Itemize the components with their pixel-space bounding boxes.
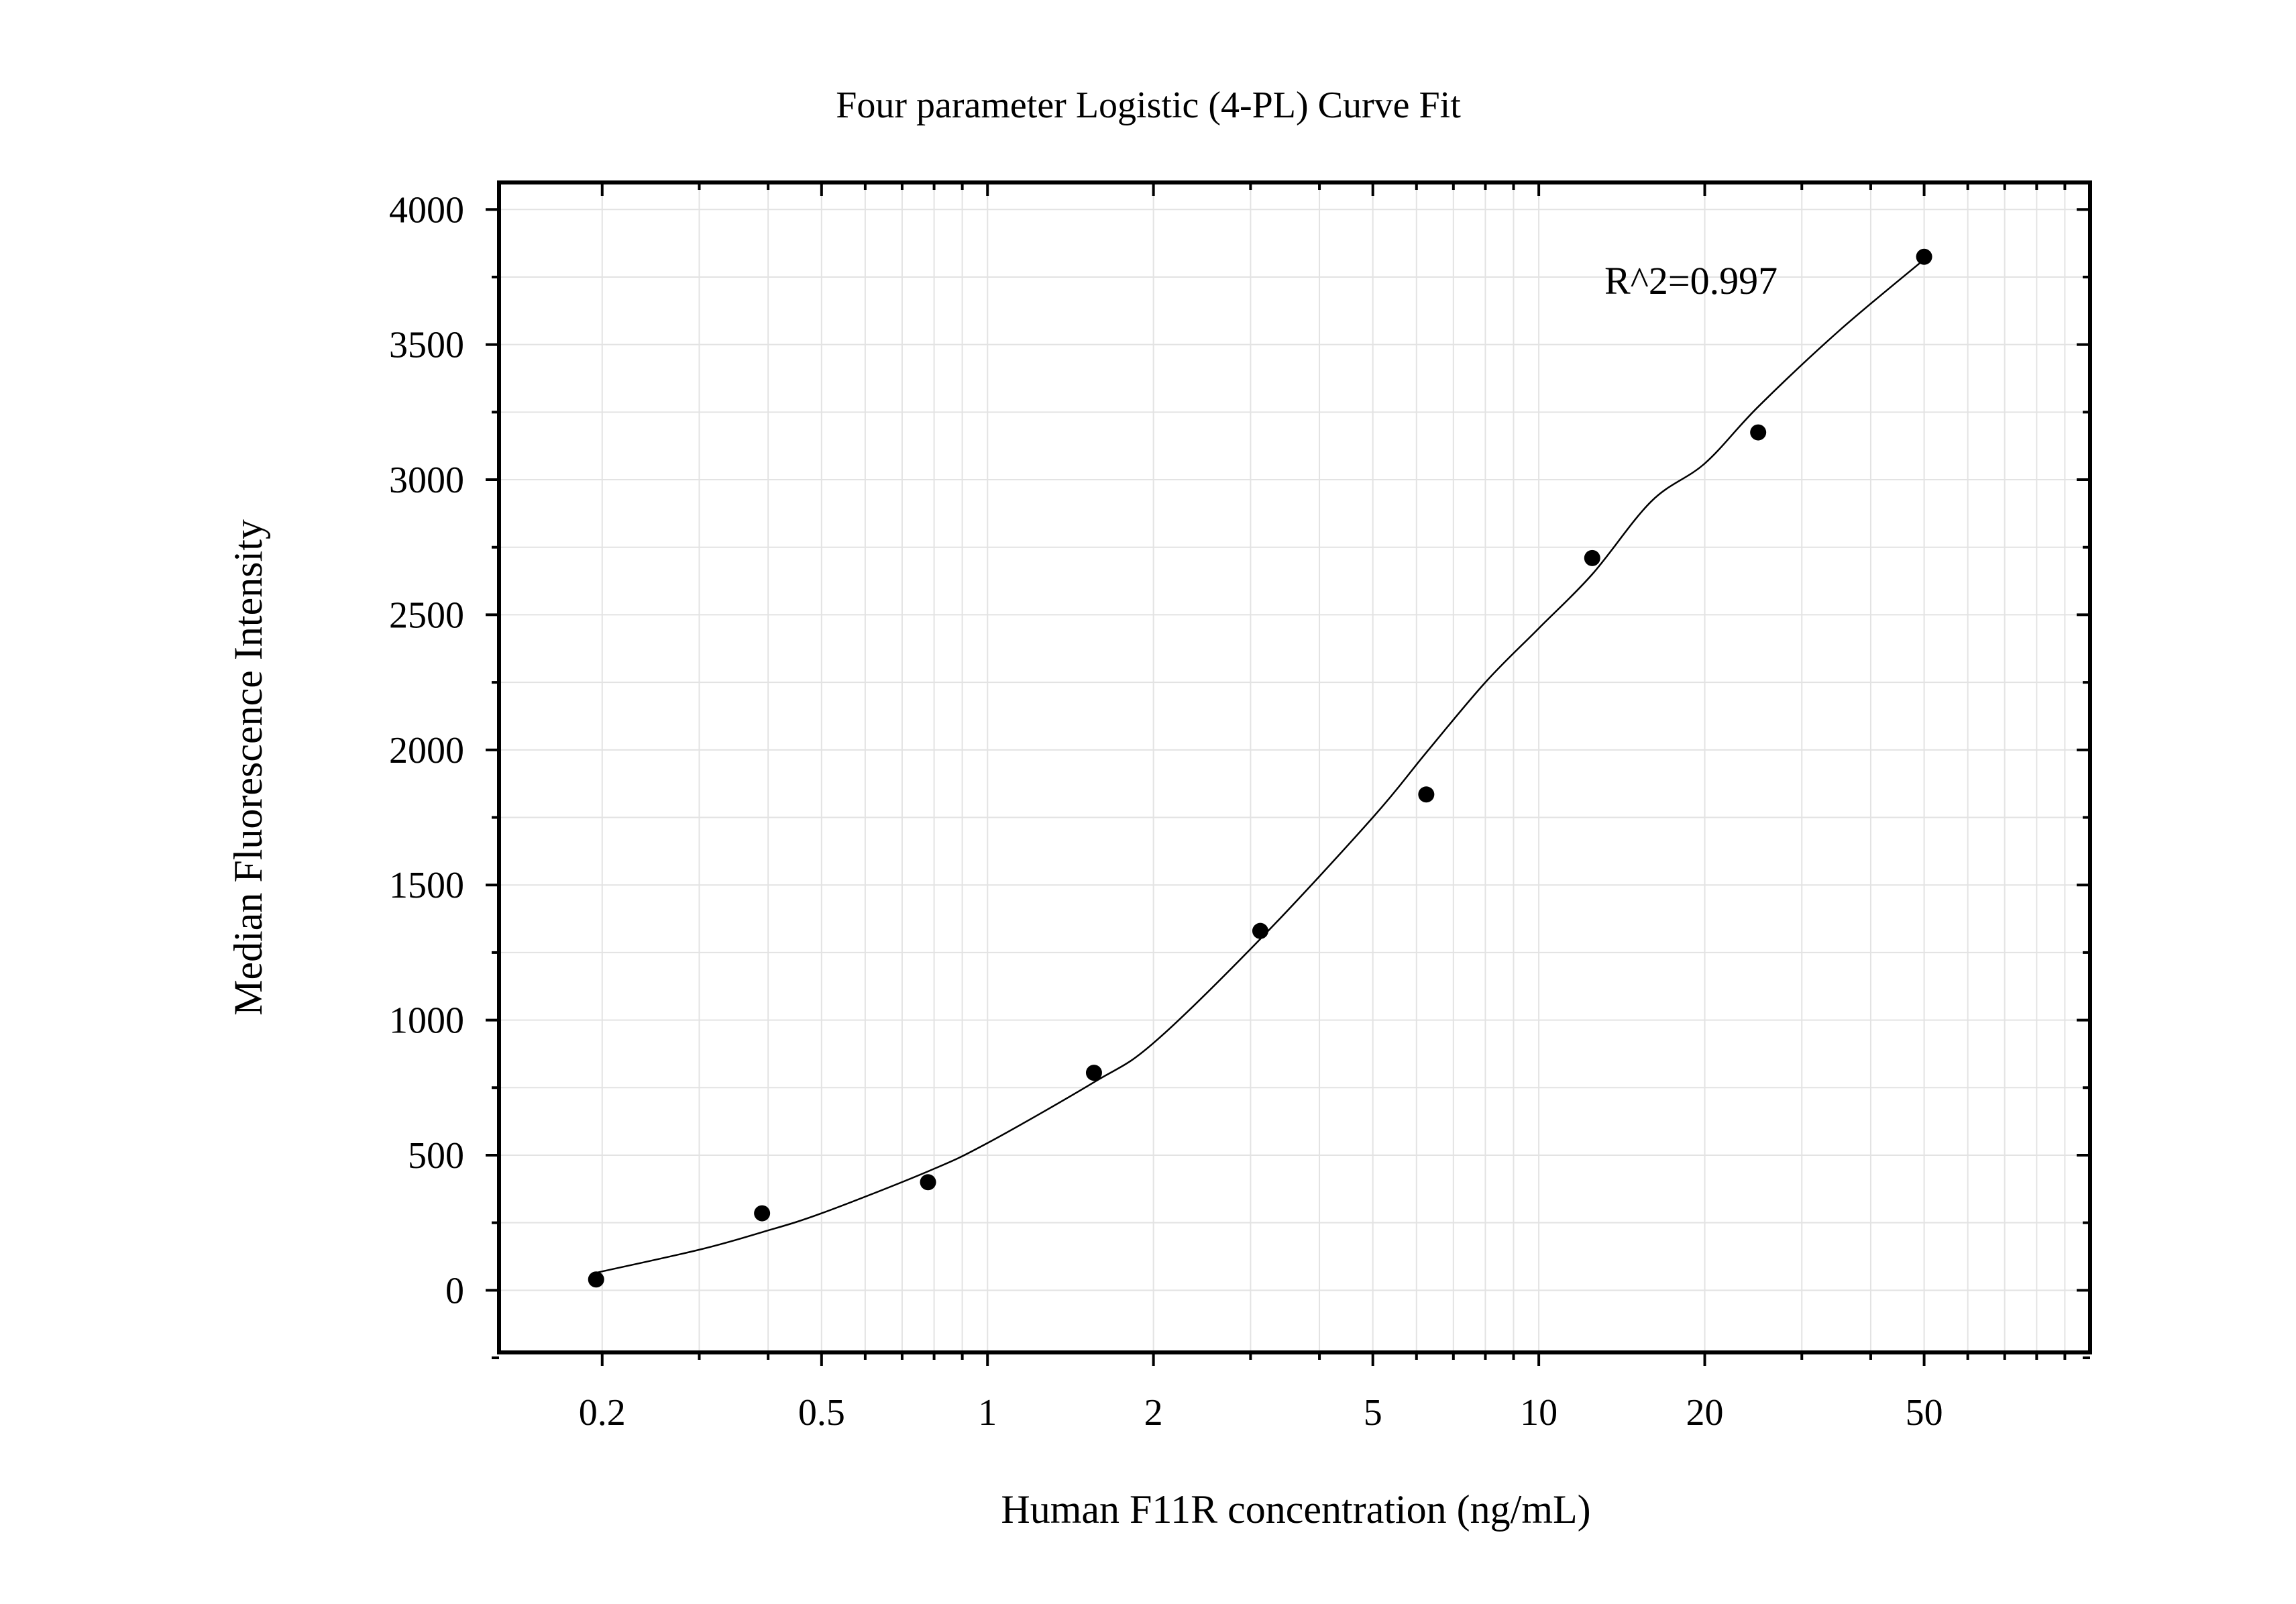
x-tick-label: 50 <box>1906 1392 1943 1434</box>
x-tick-label: 5 <box>1364 1392 1382 1434</box>
x-tick-label: 20 <box>1686 1392 1724 1434</box>
y-tick-label: 500 <box>408 1135 464 1177</box>
plot-frame <box>497 180 2092 1354</box>
y-tick-label: 1500 <box>389 865 464 906</box>
y-tick-labels: 0 500 1000 1500 2000 2500 3000 3500 4000 <box>389 189 464 1312</box>
axis-ticks <box>486 182 2090 1366</box>
chart-title: Four parameter Logistic (4-PL) Curve Fit <box>836 85 1461 126</box>
data-point <box>920 1174 936 1191</box>
y-tick-label: 3500 <box>389 325 464 366</box>
y-tick-label: 4000 <box>389 189 464 231</box>
y-tick-label: 2000 <box>389 730 464 771</box>
y-tick-label: 1000 <box>389 1000 464 1042</box>
x-tick-labels: 0.2 0.5 1 2 5 10 20 50 <box>579 1392 1943 1434</box>
x-tick-label: 0.2 <box>579 1392 626 1434</box>
x-tick-label: 1 <box>978 1392 997 1434</box>
x-tick-label: 0.5 <box>798 1392 845 1434</box>
data-point <box>1916 248 1932 265</box>
fit-curve-layer <box>596 258 1925 1274</box>
x-tick-label: 10 <box>1520 1392 1557 1434</box>
y-tick-label: 2500 <box>389 594 464 636</box>
data-points-layer <box>588 248 1932 1288</box>
x-axis-label: Human F11R concentration (ng/mL) <box>1001 1487 1590 1532</box>
data-point <box>1252 922 1268 939</box>
data-point <box>754 1205 771 1222</box>
data-point <box>1584 549 1600 566</box>
data-point <box>1418 786 1435 803</box>
x-tick-label: 2 <box>1144 1392 1163 1434</box>
y-axis-label: Median Fluorescence Intensity <box>226 519 270 1016</box>
fit-curve <box>596 258 1925 1274</box>
data-point <box>588 1271 604 1288</box>
grid <box>499 182 2090 1352</box>
data-point <box>1085 1065 1102 1081</box>
r-squared-annotation: R^2=0.997 <box>1604 259 1778 303</box>
y-tick-label: 3000 <box>389 460 464 501</box>
y-tick-label: 0 <box>445 1270 464 1312</box>
data-point <box>1750 424 1767 441</box>
